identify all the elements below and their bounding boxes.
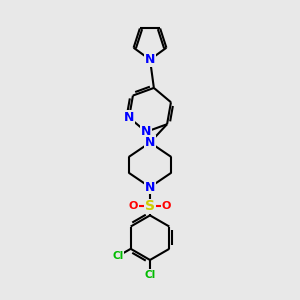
Text: N: N (141, 125, 151, 138)
Text: N: N (145, 53, 155, 66)
Text: S: S (145, 200, 155, 214)
Text: N: N (145, 181, 155, 194)
Text: Cl: Cl (112, 251, 123, 261)
Text: N: N (145, 136, 155, 149)
Text: O: O (129, 202, 138, 212)
Text: Cl: Cl (144, 270, 156, 280)
Text: N: N (124, 111, 134, 124)
Text: O: O (162, 202, 171, 212)
